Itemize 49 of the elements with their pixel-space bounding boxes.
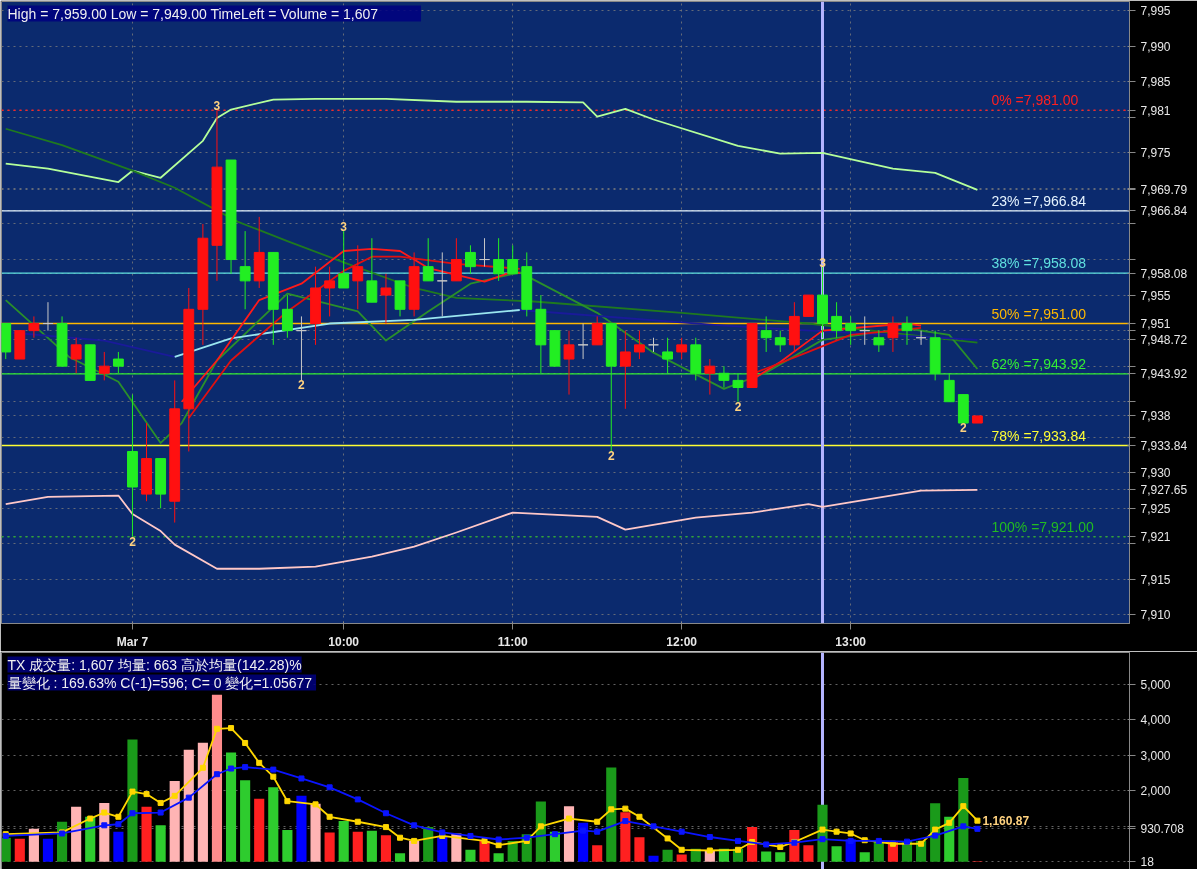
y-tick-label: 18 (1140, 854, 1155, 869)
x-tick-label: 10:00 (328, 634, 360, 649)
ref-line-label: 50% =7,951.00 (991, 305, 1087, 322)
ref-line-label: 23% =7,966.84 (991, 192, 1087, 209)
y-tick-label: 7,925 (1140, 501, 1171, 516)
x-tick-label: Mar 7 (116, 634, 149, 649)
annotation: 量變化 : 169.63% C(-1)=596; C= 0 變化=1.05677 (7, 674, 313, 691)
y-tick-label: 5,000 (1140, 677, 1171, 692)
annotation: 2 (607, 449, 615, 464)
y-tick-label: 7,951 (1140, 317, 1171, 332)
ref-line-label: 62% =7,943.92 (991, 355, 1087, 372)
y-tick-label: 7,975 (1140, 146, 1171, 161)
y-tick-label: 930.708 (1140, 822, 1185, 837)
y-tick-label: 7,985 (1140, 75, 1171, 90)
y-tick-label: 7,921 (1140, 530, 1171, 545)
y-tick-label: 7,969.79 (1140, 183, 1188, 198)
y-tick-label: 7,995 (1140, 4, 1171, 19)
ref-line-label: 78% =7,933.84 (991, 427, 1087, 444)
x-tick-label: 11:00 (497, 634, 529, 649)
y-tick-label: 7,990 (1140, 39, 1171, 54)
annotation: 3 (340, 220, 348, 235)
y-tick-label: 7,955 (1140, 288, 1171, 303)
y-tick-label: 7,910 (1140, 608, 1171, 623)
y-tick-label: 7,948.72 (1140, 333, 1188, 348)
annotation: TX 成交量: 1,607 均量: 663 高於均量(142.28)% (7, 656, 302, 673)
y-tick-label: 4,000 (1140, 713, 1171, 728)
ref-line-label: 38% =7,958.08 (991, 255, 1087, 272)
y-tick-label: 3,000 (1140, 748, 1171, 763)
x-tick-label: 13:00 (835, 634, 867, 649)
annotation: 2 (298, 378, 306, 393)
y-tick-label: 7,933.84 (1140, 439, 1188, 453)
y-tick-label: 7,943.92 (1140, 367, 1188, 382)
annotation: High = 7,959.00 Low = 7,949.00 TimeLeft = Volume = 1,607 (7, 5, 379, 22)
y-tick-label: 7,938 (1140, 409, 1171, 424)
y-tick-label: 7,966.84 (1140, 204, 1188, 219)
y-tick-label: 2,000 (1140, 784, 1171, 799)
annotation: 1,160.87 (982, 814, 1030, 829)
y-tick-label: 7,958.08 (1140, 266, 1188, 281)
ref-line-label: 100% =7,921.00 (991, 518, 1095, 535)
y-tick-label: 7,930 (1140, 466, 1171, 481)
annotation: 2 (734, 399, 742, 414)
annotation: 2 (129, 534, 137, 549)
annotation: 3 (213, 99, 221, 114)
y-tick-label: 7,927.65 (1140, 483, 1188, 497)
annotation: 2 (960, 421, 967, 436)
ref-line-label: 0% =7,981.00 (991, 92, 1079, 109)
y-tick-label: 7,981 (1140, 103, 1171, 118)
x-tick-label: 12:00 (666, 634, 698, 649)
y-tick-label: 7,915 (1140, 572, 1171, 587)
